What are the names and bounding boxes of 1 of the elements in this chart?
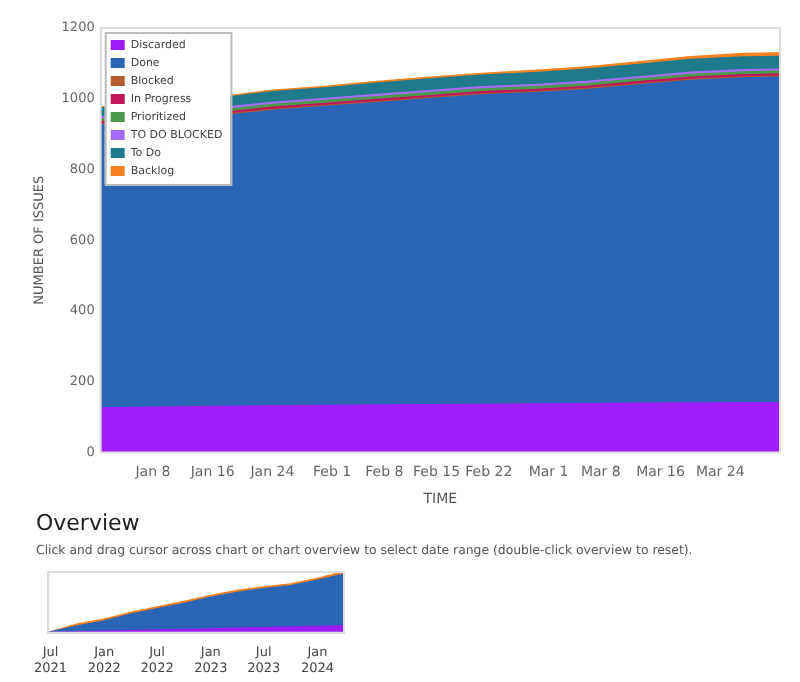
chart-title: Overview [36,510,140,536]
